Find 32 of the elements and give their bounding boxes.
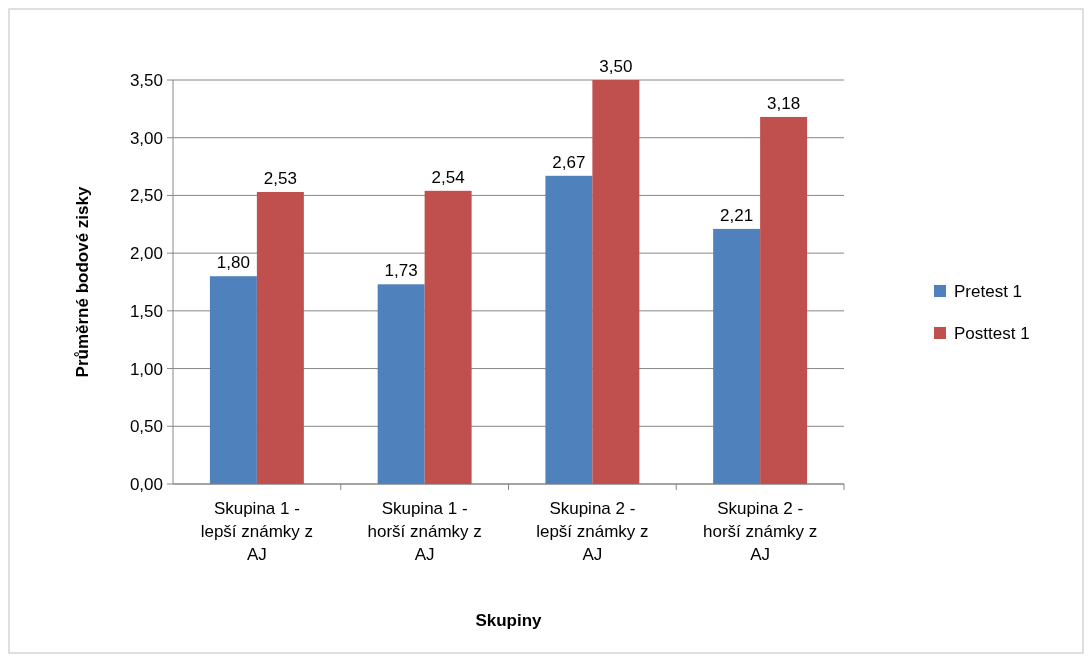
bar bbox=[592, 80, 640, 484]
y-tick-label: 2,00 bbox=[129, 244, 163, 264]
data-label: 1,73 bbox=[384, 261, 418, 281]
x-axis-title: Skupiny bbox=[475, 611, 543, 630]
data-label: 2,54 bbox=[431, 167, 465, 187]
x-tick-label: Skupina 1 - horší známky z AJ bbox=[367, 499, 482, 564]
x-tick-label: Skupina 2 - lepší známky z AJ bbox=[536, 499, 649, 564]
x-tick-label: Skupina 1 - lepší známky z AJ bbox=[200, 499, 314, 564]
data-label: 3,18 bbox=[767, 93, 801, 113]
y-tick-label: 3,50 bbox=[129, 70, 163, 90]
bar bbox=[256, 191, 304, 484]
y-tick-label: 2,50 bbox=[129, 186, 163, 206]
legend-label: Pretest 1 bbox=[954, 281, 1023, 301]
legend-label: Posttest 1 bbox=[954, 323, 1030, 343]
y-axis-title: Průměrné bodové zisky bbox=[73, 186, 92, 378]
y-tick-label: 3,00 bbox=[129, 128, 163, 148]
data-label: 2,53 bbox=[263, 168, 297, 188]
data-label: 1,80 bbox=[216, 253, 250, 273]
data-label: 2,21 bbox=[720, 205, 754, 225]
data-label: 3,50 bbox=[599, 57, 633, 76]
bar bbox=[377, 284, 425, 484]
y-tick-label: 0,00 bbox=[129, 474, 163, 494]
y-tick-label: 0,50 bbox=[129, 417, 163, 437]
bar bbox=[760, 116, 808, 484]
bar bbox=[545, 175, 593, 484]
data-label: 2,67 bbox=[552, 152, 586, 172]
bar bbox=[209, 276, 257, 484]
y-tick-label: 1,50 bbox=[129, 301, 163, 321]
bar bbox=[424, 190, 472, 484]
y-tick-label: 1,00 bbox=[129, 359, 163, 379]
x-tick-label: Skupina 2 - horší známky z AJ bbox=[702, 499, 818, 564]
bar bbox=[713, 228, 761, 484]
